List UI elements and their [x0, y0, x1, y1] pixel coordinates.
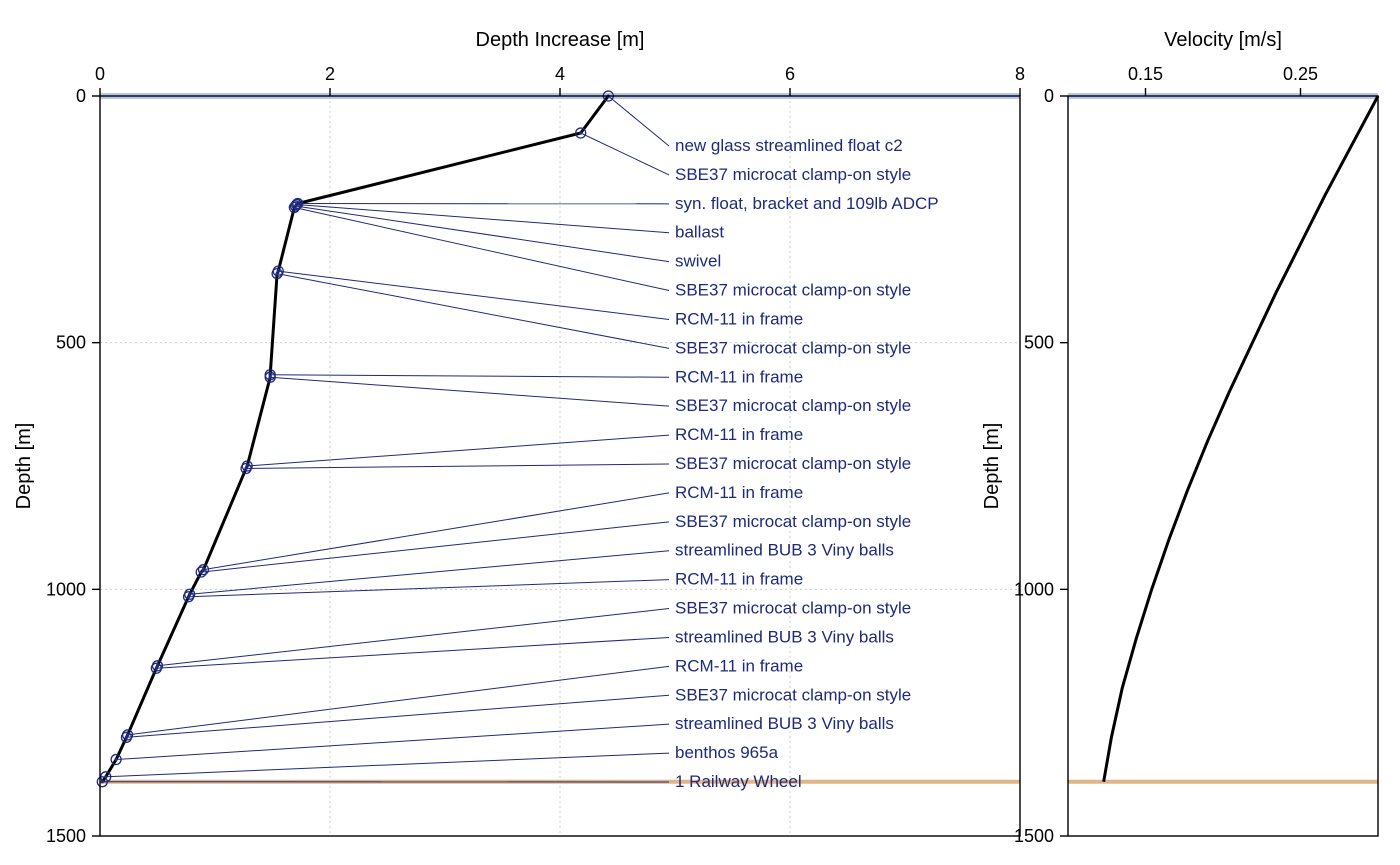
y-tick-label: 0	[1044, 86, 1054, 106]
leader-line	[581, 133, 669, 175]
leader-line	[608, 96, 669, 146]
x-axis-title: Depth Increase [m]	[476, 29, 645, 51]
y-tick-label: 1000	[46, 579, 86, 599]
item-label: RCM-11 in frame	[675, 656, 803, 675]
x-tick-label: 0.15	[1128, 64, 1163, 84]
leader-line	[297, 205, 669, 233]
item-label: streamlined BUB 3 Viny balls	[675, 627, 894, 646]
velocity-panel: 0.15 0.25Velocity [m/s] 0 500 1000 1500 Depth …	[981, 29, 1378, 846]
figure: new glass streamlined float c2 SBE37 micr…	[0, 0, 1400, 865]
data-marker-dot	[244, 467, 247, 470]
data-marker-dot	[155, 667, 158, 670]
item-label: SBE37 microcat clamp-on style	[675, 512, 911, 531]
y-tick-label: 1500	[1014, 826, 1054, 846]
item-label: SBE37 microcat clamp-on style	[675, 281, 911, 300]
item-label: syn. float, bracket and 109lb ADCP	[675, 194, 939, 213]
data-marker-dot	[269, 376, 272, 379]
leader-line	[296, 206, 670, 262]
item-label: SBE37 microcat clamp-on style	[675, 338, 911, 357]
y-tick-label: 500	[56, 333, 86, 353]
item-label: RCM-11 in frame	[675, 425, 803, 444]
leader-line	[106, 753, 669, 777]
x-tick-label: 2	[325, 64, 335, 84]
data-marker-dot	[125, 736, 128, 739]
leader-line	[156, 637, 669, 668]
velocity-curve	[1104, 96, 1378, 782]
item-label: streamlined BUB 3 Viny balls	[675, 714, 894, 733]
x-tick-label: 6	[785, 64, 795, 84]
item-label: SBE37 microcat clamp-on style	[675, 165, 911, 184]
x-tick-label: 0.25	[1283, 64, 1318, 84]
data-marker-dot	[101, 780, 104, 783]
item-label: 1 Railway Wheel	[675, 772, 802, 791]
item-label: ballast	[675, 223, 724, 242]
item-label: new glass streamlined float c2	[675, 136, 903, 155]
item-label: benthos 965a	[675, 743, 779, 762]
x-axis-title: Velocity [m/s]	[1164, 29, 1282, 51]
item-label: SBE37 microcat clamp-on style	[675, 396, 911, 415]
x-tick-label: 8	[1015, 64, 1025, 84]
item-label: RCM-11 in frame	[675, 570, 803, 589]
data-marker-dot	[115, 758, 118, 761]
y-axis-title: Depth [m]	[13, 423, 35, 510]
item-label: RCM-11 in frame	[675, 367, 803, 386]
y-tick-label: 500	[1024, 333, 1054, 353]
leader-line	[246, 464, 669, 468]
y-axis-title: Depth [m]	[981, 423, 1003, 510]
leader-line	[158, 609, 670, 666]
leader-line	[126, 695, 669, 737]
data-marker-dot	[200, 570, 203, 573]
item-label: SBE37 microcat clamp-on style	[675, 685, 911, 704]
item-label: swivel	[675, 252, 721, 271]
data-marker-dot	[293, 206, 296, 209]
data-marker-dot	[276, 272, 279, 275]
data-marker-dot	[187, 595, 190, 598]
y-tick-label: 1500	[46, 826, 86, 846]
item-label: SBE37 microcat clamp-on style	[675, 454, 911, 473]
y-tick-label: 1000	[1014, 579, 1054, 599]
item-label: SBE37 microcat clamp-on style	[675, 599, 911, 618]
x-tick-label: 4	[555, 64, 565, 84]
leader-line	[247, 435, 669, 466]
leader-line	[116, 724, 669, 759]
x-tick-label: 0	[95, 64, 105, 84]
depth-increase-curve	[102, 96, 608, 782]
data-marker-dot	[579, 131, 582, 134]
item-label: RCM-11 in frame	[675, 483, 803, 502]
leader-line	[204, 493, 670, 570]
depth-increase-panel: new glass streamlined float c2 SBE37 micr…	[13, 29, 1025, 846]
leader-line	[294, 207, 669, 290]
leader-line	[277, 274, 669, 349]
leader-line	[278, 271, 669, 319]
leader-line	[201, 522, 669, 572]
item-label: streamlined BUB 3 Viny balls	[675, 541, 894, 560]
leader-line	[128, 666, 669, 735]
item-label: RCM-11 in frame	[675, 309, 803, 328]
y-tick-label: 0	[76, 86, 86, 106]
